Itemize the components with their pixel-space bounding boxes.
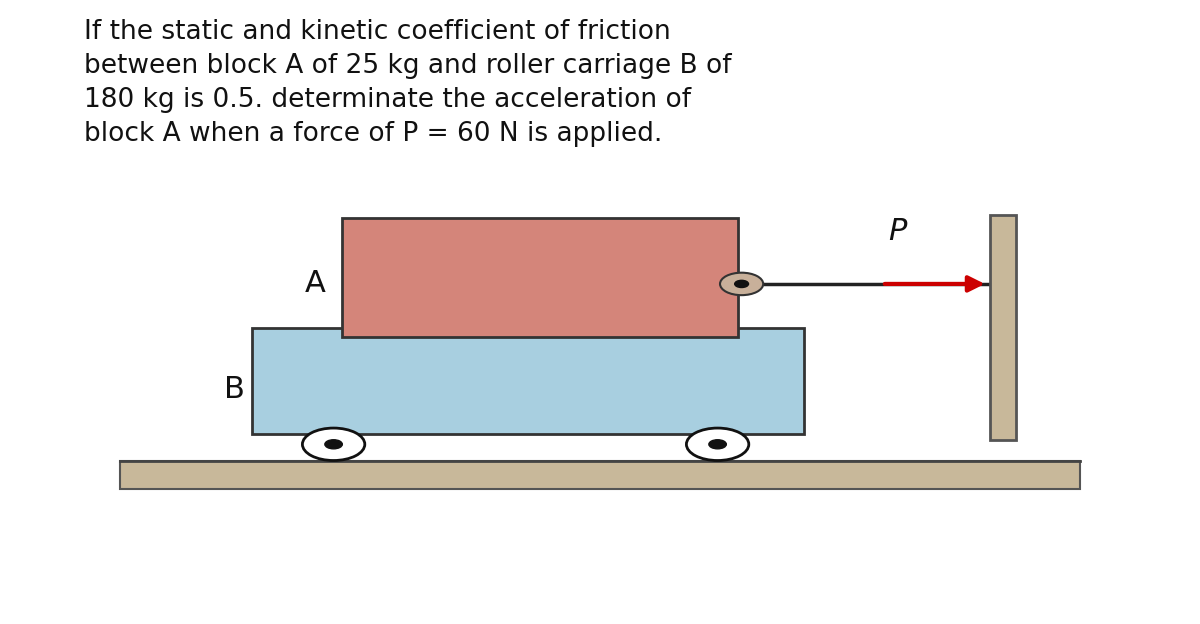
Text: If the static and kinetic coefficient of friction
between block A of 25 kg and r: If the static and kinetic coefficient of… (84, 19, 732, 147)
Circle shape (734, 280, 749, 288)
Text: A: A (305, 270, 326, 298)
FancyBboxPatch shape (342, 218, 738, 337)
Circle shape (720, 273, 763, 295)
FancyBboxPatch shape (990, 215, 1016, 440)
Circle shape (709, 440, 726, 449)
Text: P: P (888, 218, 907, 246)
FancyBboxPatch shape (120, 461, 1080, 489)
Circle shape (302, 428, 365, 461)
Text: B: B (223, 376, 245, 404)
Circle shape (686, 428, 749, 461)
FancyBboxPatch shape (252, 328, 804, 434)
Circle shape (325, 440, 342, 449)
